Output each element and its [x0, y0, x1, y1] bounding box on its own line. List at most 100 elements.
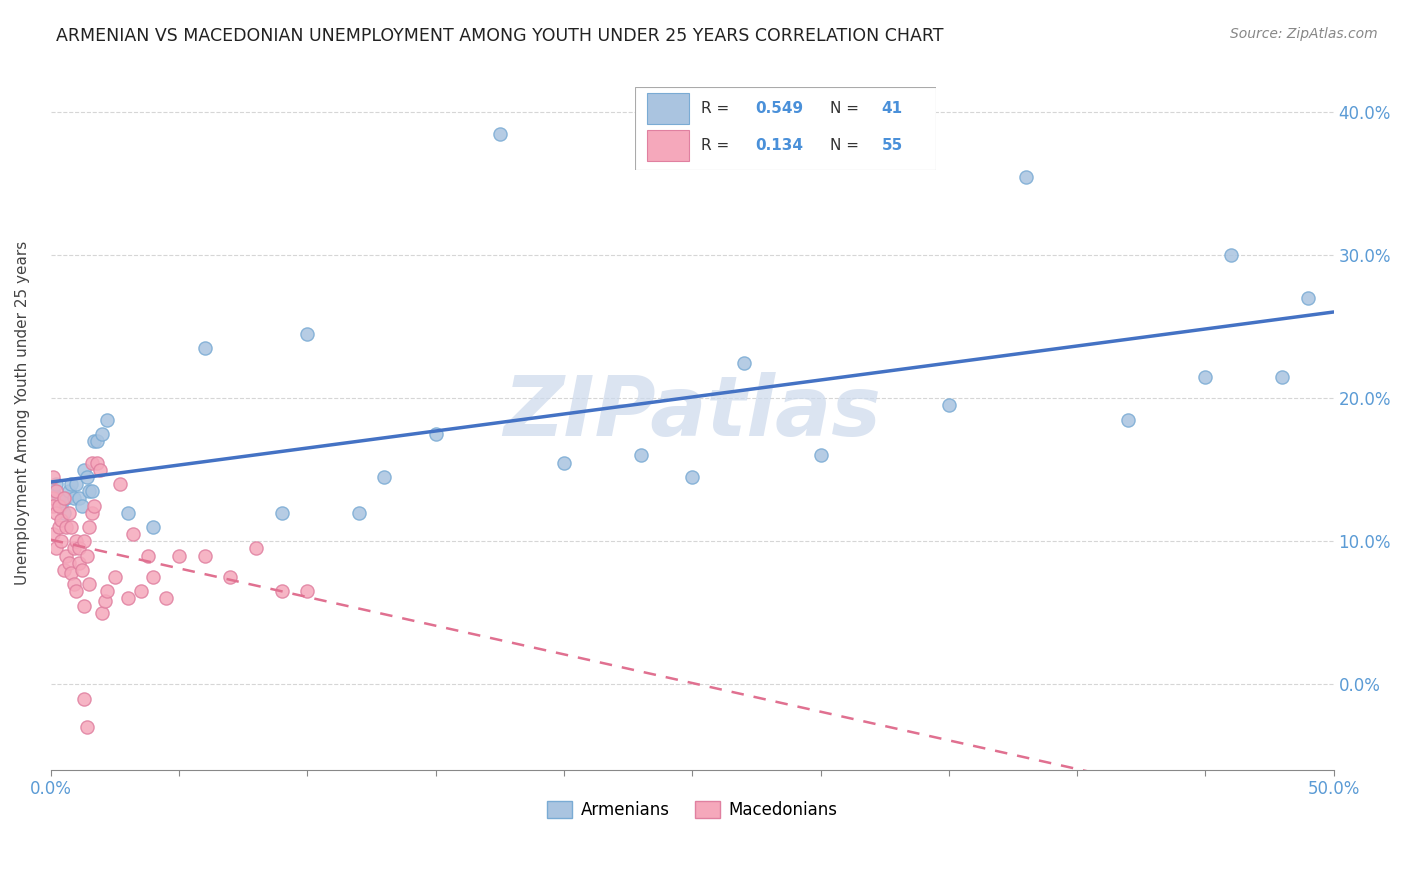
Point	[58, 556, 80, 570]
Y-axis label: Unemployment Among Youth under 25 years: Unemployment Among Youth under 25 years	[15, 241, 30, 584]
Point	[52, 506, 75, 520]
Point	[48, 491, 70, 506]
Point	[79, 484, 101, 499]
Point	[80, 456, 103, 470]
Point	[96, 413, 118, 427]
Text: Source: ZipAtlas.com: Source: ZipAtlas.com	[1230, 27, 1378, 41]
Point	[270, 584, 292, 599]
Point	[42, 491, 65, 506]
Point	[96, 584, 118, 599]
Point	[70, 563, 93, 577]
Point	[129, 584, 152, 599]
Point	[938, 399, 960, 413]
Point	[58, 506, 80, 520]
Point	[347, 506, 370, 520]
Point	[91, 606, 114, 620]
Point	[48, 499, 70, 513]
Point	[142, 570, 165, 584]
Point	[60, 520, 83, 534]
Point	[142, 520, 165, 534]
Point	[67, 491, 90, 506]
Point	[55, 491, 77, 506]
Point	[194, 549, 217, 563]
Point	[91, 427, 114, 442]
Point	[630, 449, 652, 463]
Point	[194, 341, 217, 355]
Point	[55, 520, 77, 534]
Point	[52, 491, 75, 506]
Point	[810, 449, 832, 463]
Point	[681, 470, 703, 484]
Point	[45, 541, 67, 556]
Point	[1118, 413, 1140, 427]
Point	[63, 491, 86, 506]
Point	[83, 499, 105, 513]
Point	[63, 541, 86, 556]
Point	[373, 470, 395, 484]
Point	[76, 470, 98, 484]
Point	[79, 520, 101, 534]
Point	[70, 499, 93, 513]
Point	[104, 570, 127, 584]
Point	[63, 577, 86, 591]
Point	[93, 594, 115, 608]
Point	[245, 541, 267, 556]
Point	[80, 484, 103, 499]
Point	[65, 534, 87, 549]
Point	[553, 456, 575, 470]
Point	[89, 463, 111, 477]
Point	[73, 691, 96, 706]
Point	[65, 584, 87, 599]
Point	[45, 484, 67, 499]
Point	[76, 720, 98, 734]
Point	[65, 477, 87, 491]
Point	[45, 506, 67, 520]
Point	[270, 506, 292, 520]
Point	[67, 556, 90, 570]
Point	[86, 434, 108, 449]
Point	[733, 355, 755, 369]
Point	[73, 599, 96, 613]
Point	[108, 477, 131, 491]
Point	[83, 434, 105, 449]
Point	[49, 513, 72, 527]
Point	[67, 541, 90, 556]
Text: ZIPatlas: ZIPatlas	[503, 372, 882, 453]
Point	[48, 520, 70, 534]
Point	[42, 470, 65, 484]
Point	[45, 477, 67, 491]
Point	[73, 534, 96, 549]
Text: ARMENIAN VS MACEDONIAN UNEMPLOYMENT AMONG YOUTH UNDER 25 YEARS CORRELATION CHART: ARMENIAN VS MACEDONIAN UNEMPLOYMENT AMON…	[56, 27, 943, 45]
Point	[117, 591, 139, 606]
Point	[60, 477, 83, 491]
Point	[80, 506, 103, 520]
Point	[1220, 248, 1243, 262]
Point	[79, 577, 101, 591]
Point	[297, 326, 319, 341]
Point	[76, 549, 98, 563]
Point	[42, 499, 65, 513]
Point	[42, 527, 65, 541]
Point	[425, 427, 447, 442]
Point	[1015, 169, 1038, 184]
Point	[60, 566, 83, 580]
Point	[167, 549, 190, 563]
Point	[49, 534, 72, 549]
Point	[42, 484, 65, 499]
Point	[136, 549, 159, 563]
Point	[155, 591, 177, 606]
Point	[73, 463, 96, 477]
Point	[86, 456, 108, 470]
Point	[117, 506, 139, 520]
Point	[1271, 369, 1294, 384]
Point	[49, 499, 72, 513]
Point	[122, 527, 145, 541]
Point	[1194, 369, 1216, 384]
Legend: Armenians, Macedonians: Armenians, Macedonians	[541, 795, 844, 826]
Point	[52, 563, 75, 577]
Point	[1296, 291, 1319, 305]
Point	[55, 549, 77, 563]
Point	[488, 127, 510, 141]
Point	[58, 484, 80, 499]
Point	[297, 584, 319, 599]
